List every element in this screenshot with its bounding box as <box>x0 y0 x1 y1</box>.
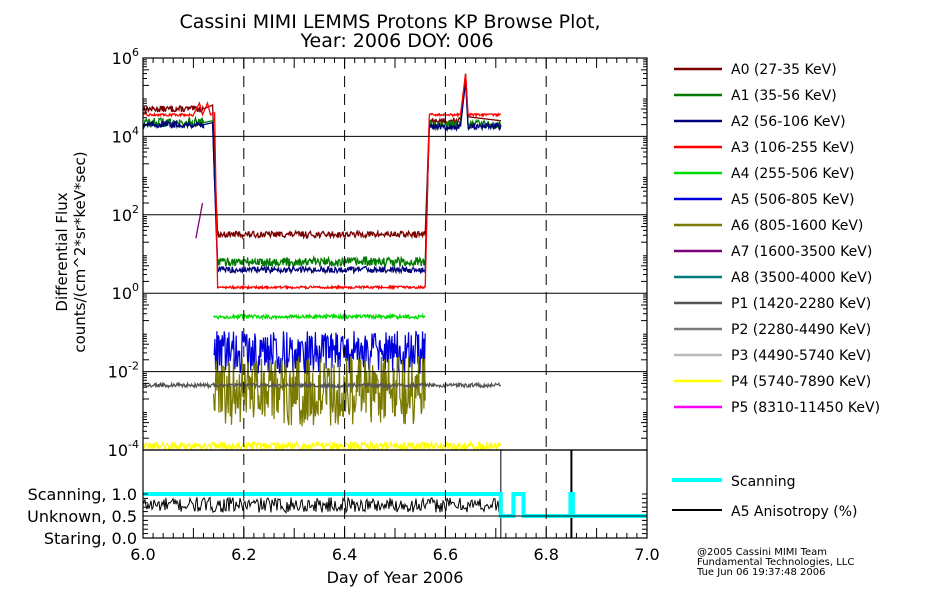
x-tick-label: 6.4 <box>332 545 357 564</box>
series-line <box>142 73 501 291</box>
legend-label: P3 (4490-5740 KeV) <box>731 348 871 364</box>
legend-label: P1 (1420-2280 KeV) <box>731 296 871 312</box>
y-tick-label: 102 <box>112 203 139 225</box>
x-tick-labels: 6.0 6.2 6.4 6.6 6.8 7.0 <box>130 545 659 564</box>
scan-legend: Scanning A5 Anisotropy (%) <box>672 474 858 520</box>
legend-label: A3 (106-255 KeV) <box>731 140 854 156</box>
y-tick-label: 106 <box>112 46 139 68</box>
y-tick-label: 104 <box>112 124 139 146</box>
credit-line1: @2005 Cassini MIMI Team <box>697 547 827 558</box>
series-line <box>142 381 502 390</box>
x-tick-label: 6.0 <box>130 545 155 564</box>
legend-label: P2 (2280-4490 KeV) <box>731 322 871 338</box>
y-tick-label: 10-4 <box>108 438 139 460</box>
legend-label: A6 (805-1600 KeV) <box>731 218 863 234</box>
legend-label: A7 (1600-3500 KeV) <box>731 244 872 260</box>
legend-label: P5 (8310-11450 KeV) <box>731 400 880 416</box>
legend-label: Scanning <box>731 474 796 490</box>
scan-tick-label: Scanning, 1.0 <box>28 485 137 504</box>
y-axis-label-line1: Differential Flux <box>53 192 71 311</box>
credit-line3: Tue Jun 06 19:37:48 2006 <box>696 567 826 578</box>
series-line <box>213 356 426 427</box>
series-line <box>142 439 502 453</box>
y-tick-labels: 106 104 102 100 10-2 10-4 Scanning, 1.0 Unknown… <box>27 46 139 548</box>
legend: A0 (27-35 KeV) A1 (35-56 KeV) A2 (56-106 K… <box>674 62 880 416</box>
legend-label: A2 (56-106 KeV) <box>731 114 846 130</box>
scan-panel-border <box>142 449 648 539</box>
scan-tick-label: Staring, 0.0 <box>44 529 137 548</box>
legend-label: A8 (3500-4000 KeV) <box>731 270 872 286</box>
anisotropy-line <box>142 496 501 515</box>
credit-line2: Fundamental Technologies, LLC <box>697 557 854 568</box>
title-line2: Year: 2006 DOY: 006 <box>299 30 493 52</box>
y-tick-label: 10-2 <box>108 360 139 382</box>
legend-label: A5 (506-805 KeV) <box>731 192 854 208</box>
series-line <box>213 330 426 376</box>
plot-frame <box>142 57 648 539</box>
legend-label: A1 (35-56 KeV) <box>731 88 837 104</box>
y-tick-label: 100 <box>112 281 139 303</box>
scan-tick-label: Unknown, 0.5 <box>27 507 137 526</box>
series-line <box>142 77 502 269</box>
x-tick-label: 6.2 <box>231 545 256 564</box>
series-line <box>142 73 501 240</box>
scan-series-group <box>142 450 647 538</box>
y-axis-label-line2: counts/(cm^2*sr*keV*sec) <box>71 151 89 352</box>
legend-label: P4 (5740-7890 KeV) <box>731 374 871 390</box>
x-tick-label: 6.8 <box>533 545 558 564</box>
scanning-line <box>143 492 647 518</box>
legend-label: A4 (255-506 KeV) <box>731 166 854 182</box>
series-line <box>195 202 204 239</box>
legend-label: A0 (27-35 KeV) <box>731 62 837 78</box>
series-line <box>142 81 502 275</box>
x-tick-label: 6.6 <box>433 545 458 564</box>
title-line1: Cassini MIMI LEMMS Protons KP Browse Plo… <box>179 11 600 33</box>
flux-series-group <box>142 73 502 453</box>
series-line <box>213 312 426 321</box>
legend-label: A5 Anisotropy (%) <box>731 504 858 520</box>
x-axis-label: Day of Year 2006 <box>327 568 464 587</box>
x-tick-label: 7.0 <box>634 545 659 564</box>
